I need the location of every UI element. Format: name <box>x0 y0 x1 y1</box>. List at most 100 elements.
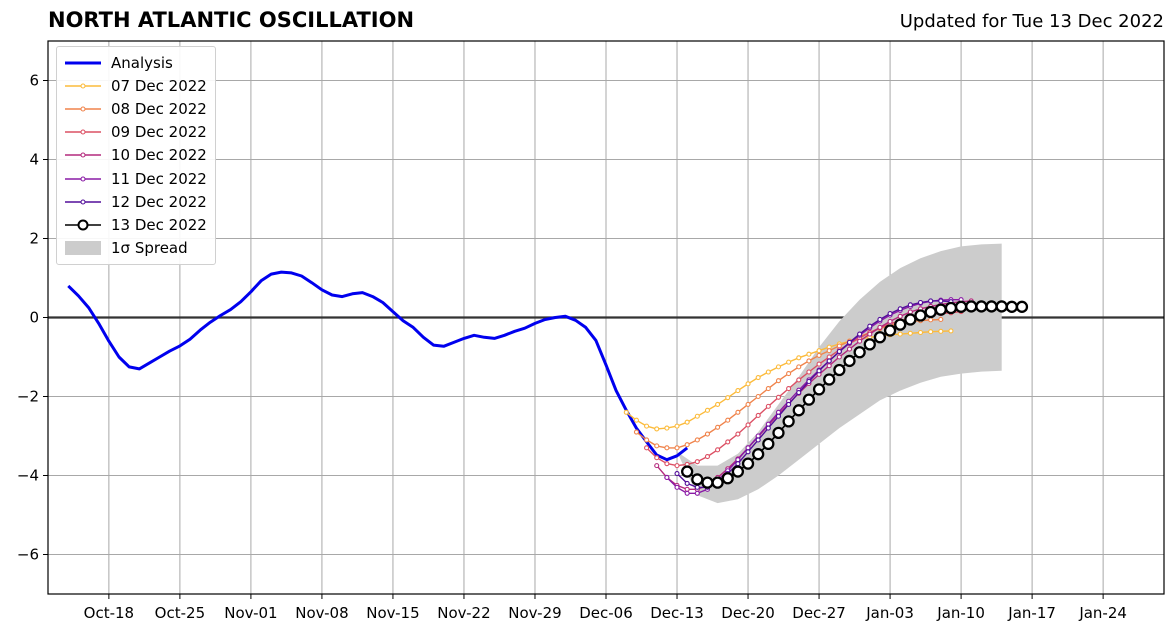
x-tick-label: Oct-25 <box>155 604 205 622</box>
forecast-point <box>873 331 887 344</box>
forecast-point <box>796 377 802 383</box>
forecast-point <box>715 401 721 407</box>
updated-date: Updated for Tue 13 Dec 2022 <box>899 11 1164 32</box>
forecast-point <box>786 359 792 365</box>
forecast-point <box>674 484 680 490</box>
forecast-point <box>796 355 802 361</box>
forecast-point <box>654 455 660 461</box>
analysis-series-line <box>67 270 689 462</box>
forecast-point <box>928 317 934 323</box>
legend-label: Analysis <box>111 53 173 72</box>
forecast-point <box>704 431 711 437</box>
x-tick-label: Dec-27 <box>792 604 846 622</box>
forecast-point <box>623 409 629 415</box>
legend-entry: Analysis <box>63 51 207 74</box>
x-tick-label: Nov-08 <box>295 604 348 622</box>
x-tick-label: Jan-03 <box>865 604 914 622</box>
legend-swatch <box>63 241 103 256</box>
forecast-point <box>765 369 771 375</box>
legend-entry: 09 Dec 2022 <box>63 121 207 144</box>
forecast-point <box>938 316 944 323</box>
forecast-point <box>944 301 958 315</box>
legend-entry: 11 Dec 2022 <box>63 167 207 190</box>
legend-swatch <box>63 195 103 209</box>
forecast-point <box>633 429 639 435</box>
forecast-point <box>694 437 700 443</box>
forecast-point <box>802 393 816 406</box>
forecast-point <box>694 490 700 496</box>
legend-label: 13 Dec 2022 <box>111 215 207 234</box>
forecast-point <box>826 363 832 369</box>
forecast-point <box>867 331 873 337</box>
forecast-point <box>877 324 883 330</box>
forecast-point <box>894 318 907 331</box>
legend-swatch <box>63 218 103 232</box>
y-tick-label: 6 <box>29 72 39 90</box>
forecast-point <box>796 389 802 396</box>
forecast-point <box>954 300 968 313</box>
y-tick-label: −2 <box>17 388 39 406</box>
forecast-point <box>836 343 842 349</box>
forecast-point <box>833 363 846 377</box>
forecast-point <box>704 407 711 413</box>
x-tick-label: Dec-20 <box>721 604 775 622</box>
forecast-point <box>826 348 832 354</box>
forecast-point <box>711 476 724 489</box>
forecast-point <box>735 388 741 394</box>
forecast-point <box>786 401 792 407</box>
forecast-point <box>684 490 690 496</box>
legend-entry: 1σ Spread <box>63 237 207 260</box>
forecast-point <box>694 459 700 465</box>
forecast-point <box>995 300 1008 313</box>
forecast-point <box>775 378 782 384</box>
forecast-point <box>934 303 947 316</box>
legend-swatch <box>63 56 103 70</box>
forecast-point <box>664 445 670 451</box>
legend-label: 09 Dec 2022 <box>111 123 207 142</box>
forecast-point <box>721 472 734 485</box>
forecast-point <box>762 437 775 451</box>
forecast-point <box>792 404 805 417</box>
forecast-point <box>877 316 883 323</box>
axes-frame <box>47 40 1165 595</box>
legend-label: 10 Dec 2022 <box>111 146 207 165</box>
forecast-point <box>775 413 782 419</box>
forecast-point <box>691 473 704 486</box>
forecast-point <box>735 461 741 467</box>
x-tick-label: Dec-13 <box>650 604 704 622</box>
forecast-point <box>694 413 700 419</box>
forecast-point <box>735 409 741 415</box>
forecast-point <box>1015 300 1029 313</box>
y-tick-label: −6 <box>17 546 39 564</box>
forecast-point <box>745 381 751 387</box>
forecast-point <box>883 324 897 337</box>
forecast-point <box>938 328 944 334</box>
chart-legend: Analysis 07 Dec 2022 08 Dec 2022 09 Dec 202… <box>56 46 216 265</box>
forecast-point <box>684 480 690 486</box>
x-tick-label: Nov-15 <box>366 604 419 622</box>
forecast-point <box>965 300 978 313</box>
forecast-point <box>654 426 660 432</box>
forecast-point <box>684 419 690 425</box>
legend-swatch <box>63 148 103 162</box>
forecast-point <box>725 439 731 445</box>
forecast-point <box>786 386 792 392</box>
forecast-point <box>772 426 785 439</box>
forecast-point <box>796 364 802 370</box>
forecast-point <box>755 374 761 381</box>
forecast-point <box>684 442 690 448</box>
forecast-point <box>928 298 934 304</box>
legend-label: 08 Dec 2022 <box>111 99 207 118</box>
x-tick-label: Nov-22 <box>437 604 490 622</box>
forecast-point <box>897 313 903 319</box>
forecast-point <box>731 465 745 478</box>
y-tick-label: −4 <box>17 467 39 485</box>
forecast-point <box>812 383 826 396</box>
forecast-point <box>816 361 822 367</box>
forecast-point <box>644 437 650 443</box>
forecast-point <box>755 437 761 443</box>
legend-label: 11 Dec 2022 <box>111 169 207 188</box>
legend-label: 12 Dec 2022 <box>111 192 207 211</box>
forecast-point <box>826 358 832 364</box>
forecast-point <box>644 445 650 451</box>
